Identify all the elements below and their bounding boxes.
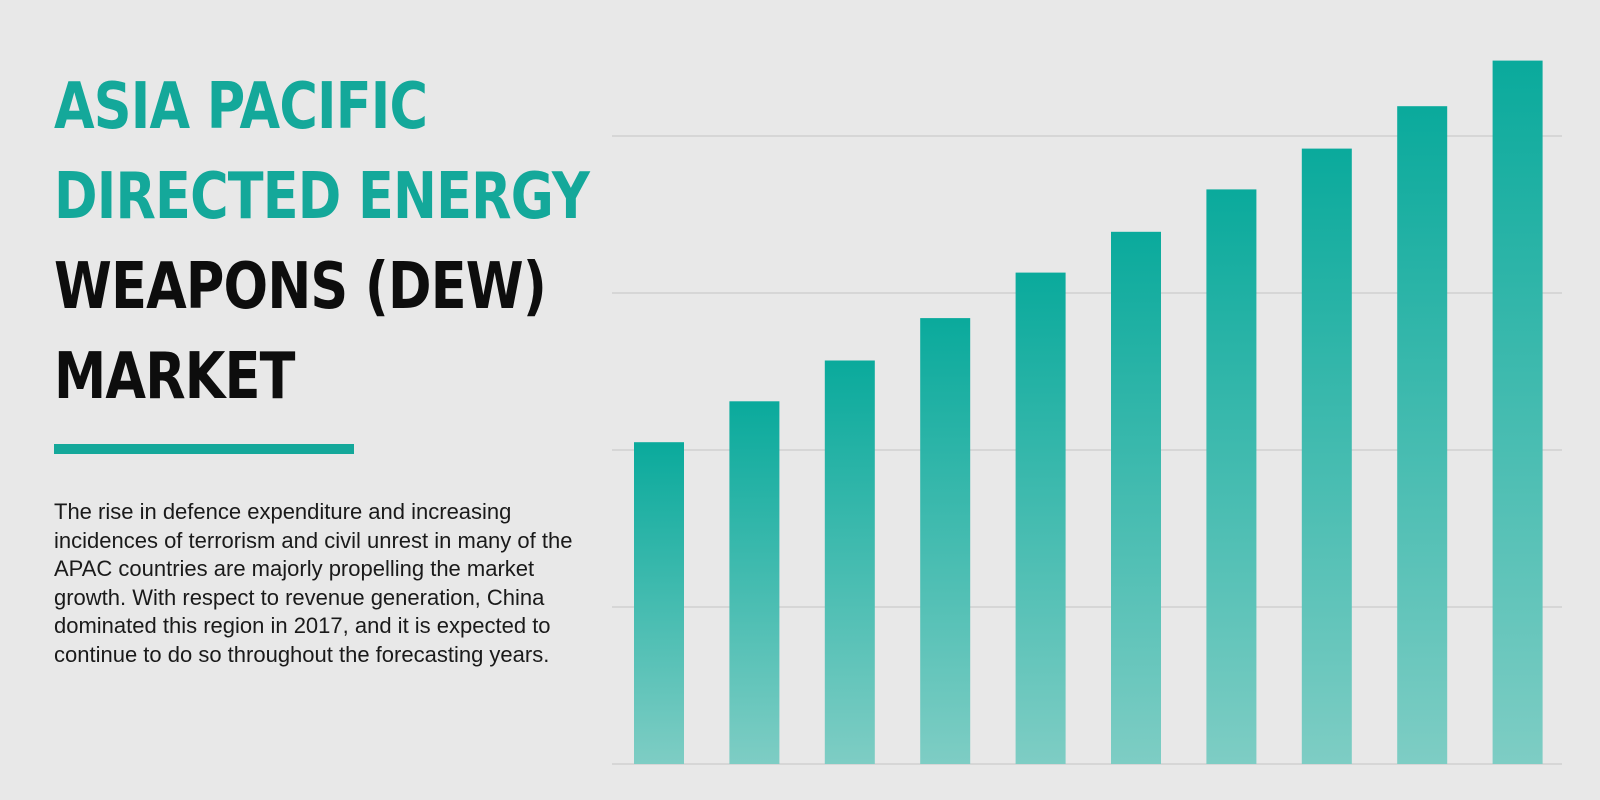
chart-bar-6 xyxy=(1111,231,1161,765)
chart-bars xyxy=(634,60,1543,765)
description-text: The rise in defence expenditure and incr… xyxy=(54,499,573,667)
title-line-3: WEAPONS (DEW) xyxy=(54,250,547,324)
chart-bar-3 xyxy=(824,360,875,764)
title-line-1: ASIA PACIFIC xyxy=(54,70,428,144)
chart-bar-2 xyxy=(729,401,780,764)
page-title: ASIA PACIFIC DIRECTED ENERGY WEAPONS (DE… xyxy=(54,62,590,422)
chart-bar-7 xyxy=(1206,189,1257,764)
title-line-2: DIRECTED ENERGY xyxy=(54,160,590,234)
chart-bar-9 xyxy=(1397,106,1448,764)
chart-bar-8 xyxy=(1301,148,1352,765)
title-line-4: MARKET xyxy=(54,340,295,414)
chart-bar-1 xyxy=(634,442,684,764)
chart-bar-4 xyxy=(920,318,971,764)
title-divider xyxy=(54,444,354,454)
chart-bar-10 xyxy=(1492,60,1543,765)
chart-bar-5 xyxy=(1015,272,1066,764)
